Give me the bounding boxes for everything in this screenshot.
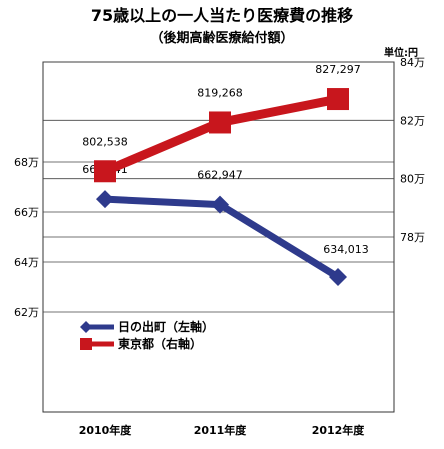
data-point [327,88,349,111]
data-point [209,111,231,134]
legend-marker-tokyo [80,338,92,350]
chart-subtitle: （後期高齢医療給付額） [150,30,293,46]
right-tick-label: 80万 [400,173,425,186]
series-layer: 665,141662,947634,013802,538819,268827,2… [82,63,369,286]
x-tick-label: 2010年度 [79,423,133,437]
series-tokyo: 802,538 819,268 827,297 [82,63,361,183]
right-tick-label: 78万 [400,231,425,244]
right-tick-label: 84万 [400,56,425,69]
legend-label-hinode: 日の出町（左軸） [118,319,214,334]
legend: 日の出町（左軸） 東京都（右軸） [80,319,214,351]
data-label: 819,268 [197,86,243,99]
left-tick-label: 62万 [14,306,39,319]
legend-marker-hinode [80,321,92,333]
data-point [94,160,116,183]
x-axis-ticks: 2010年度 2011年度 2012年度 [79,423,366,437]
data-label: 827,297 [315,63,361,76]
left-tick-label: 66万 [14,206,39,219]
x-tick-label: 2011年度 [194,423,248,437]
unit-label: 単位:円 [384,46,418,59]
right-tick-label: 82万 [400,114,425,127]
data-point [211,195,229,214]
legend-item-hinode: 日の出町（左軸） [80,319,214,334]
x-tick-label: 2012年度 [312,423,366,437]
data-point [329,267,347,286]
data-label: 662,947 [197,169,243,182]
data-label: 634,013 [323,243,369,256]
legend-label-tokyo: 東京都（右軸） [118,336,202,351]
right-axis-ticks: 78万 80万 82万 84万 [400,56,425,244]
legend-item-tokyo: 東京都（右軸） [80,336,202,351]
chart-title: 75歳以上の一人当たり医療費の推移 [91,6,353,25]
left-tick-label: 64万 [14,256,39,269]
data-label: 802,538 [82,135,128,148]
data-point [96,190,114,209]
left-tick-label: 68万 [14,156,39,169]
left-axis-ticks: 62万 64万 66万 68万 [14,156,39,319]
